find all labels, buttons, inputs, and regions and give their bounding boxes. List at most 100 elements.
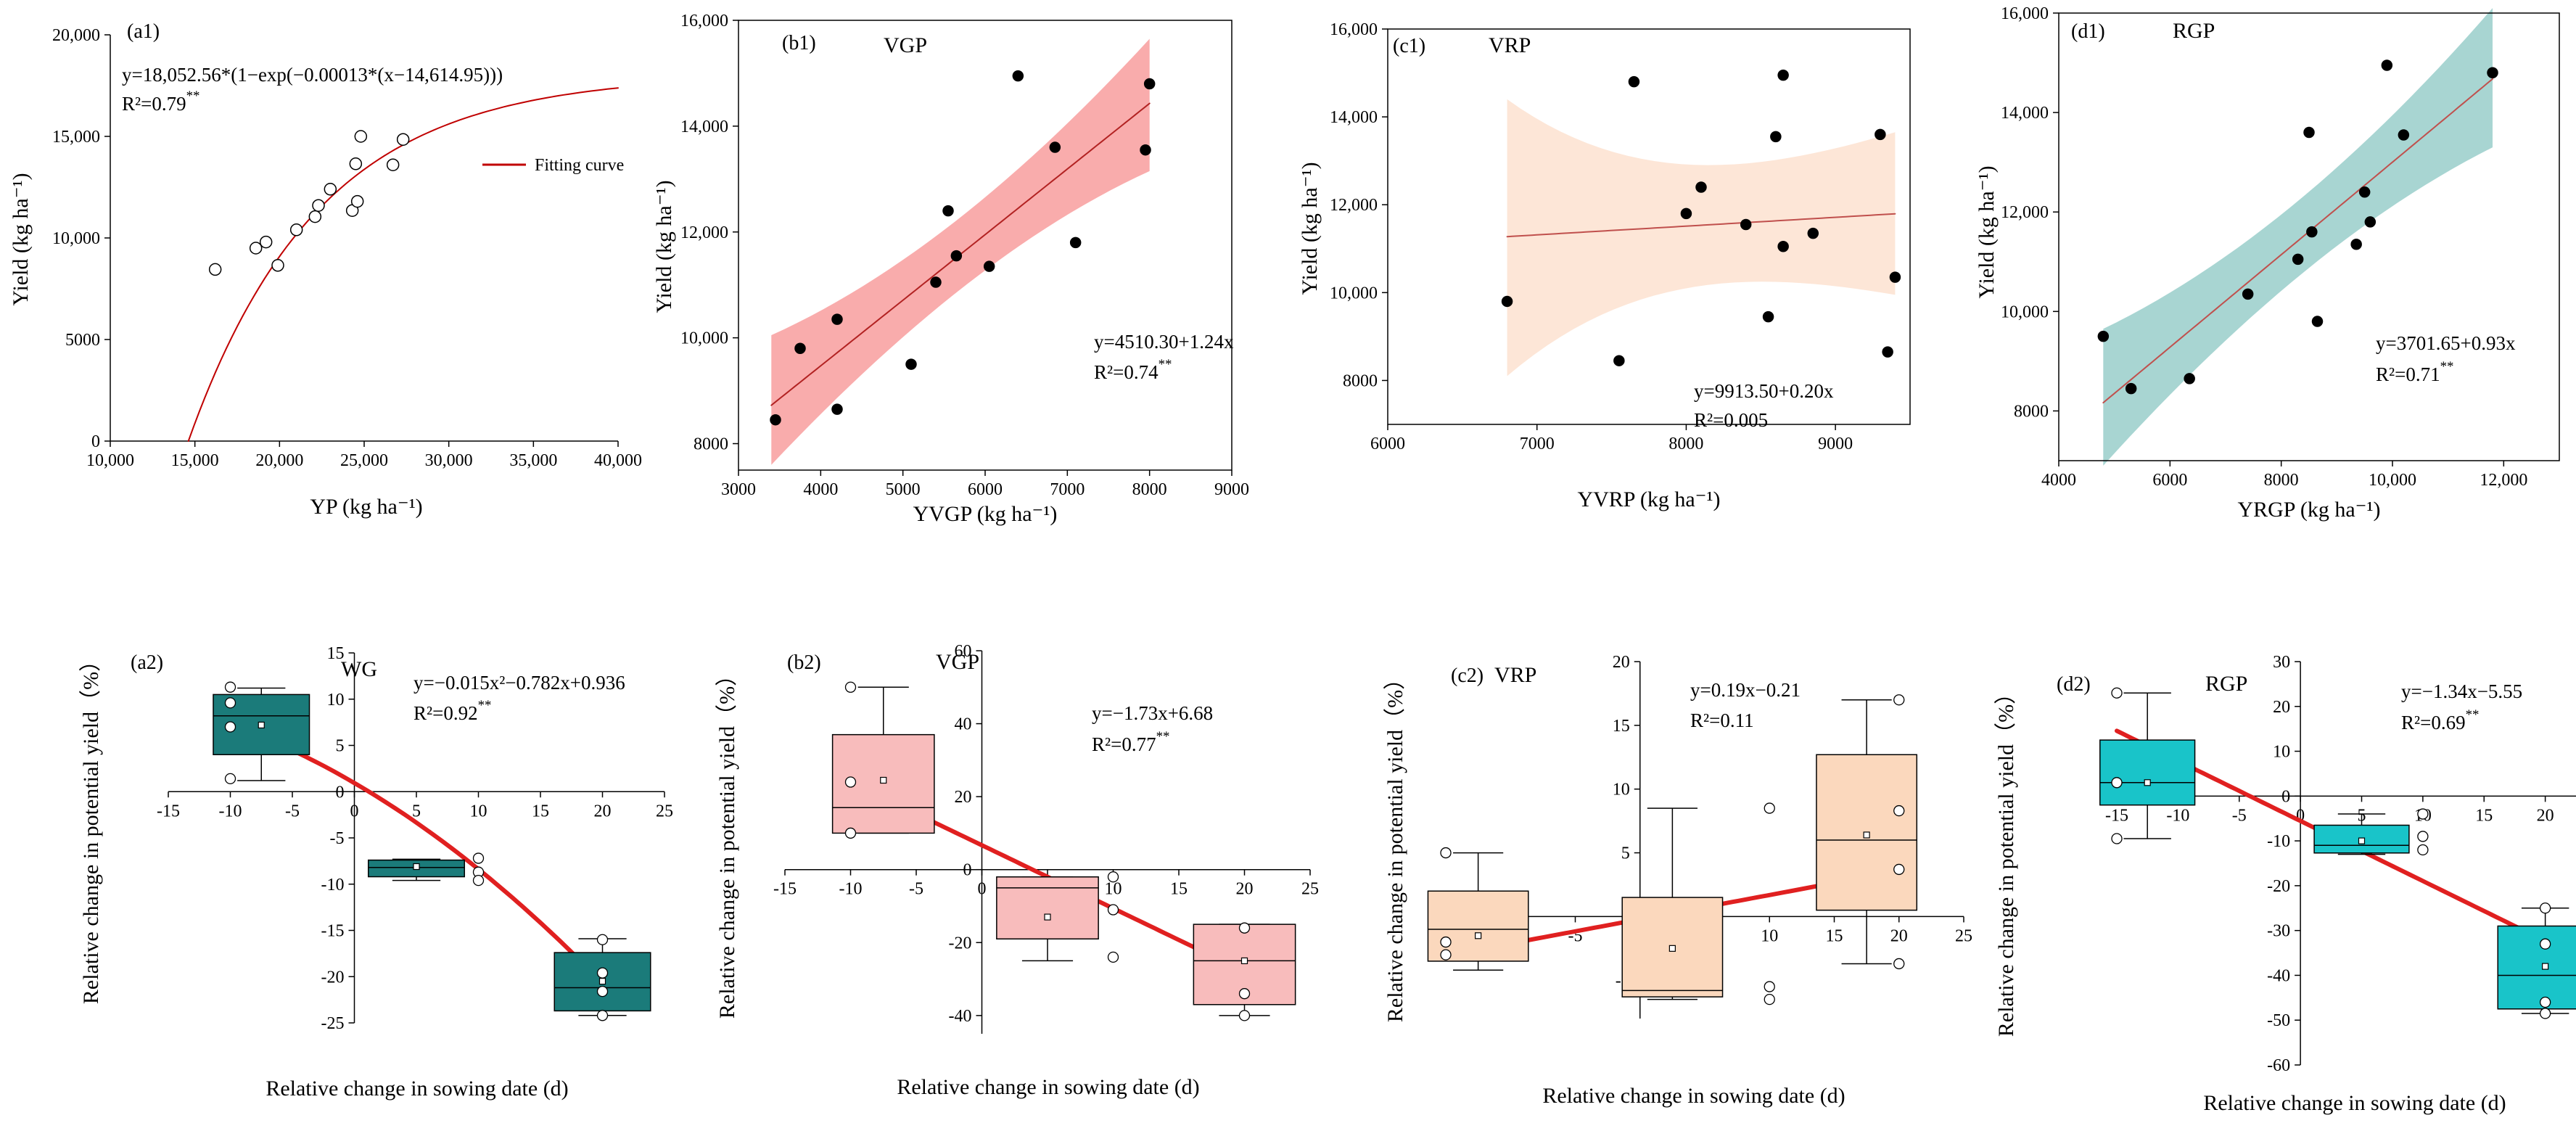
confidence-band xyxy=(1507,99,1896,377)
y-axis-label: Yield (kg ha⁻¹) xyxy=(652,180,676,313)
data-point xyxy=(2487,67,2498,79)
x-tick-label: 15 xyxy=(2475,806,2493,825)
panel-title: RGP xyxy=(2173,19,2215,43)
panel-label: (c2) xyxy=(1451,665,1484,687)
data-point xyxy=(224,681,236,693)
data-point xyxy=(2539,996,2551,1008)
data-point xyxy=(1893,958,1905,970)
data-point xyxy=(831,313,843,325)
x-axis-label: Relative change in sowing date (d) xyxy=(1542,1084,1845,1108)
y-axis-label: Yield (kg ha⁻¹) xyxy=(1975,165,1999,298)
mean-marker xyxy=(1044,913,1051,921)
y-tick-label: -30 xyxy=(2267,922,2290,941)
mean-marker xyxy=(2542,963,2549,970)
x-tick-label: 25 xyxy=(656,802,673,820)
x-tick-label: 7000 xyxy=(1520,435,1555,453)
box-group xyxy=(831,686,935,834)
x-tick-label: -10 xyxy=(839,880,863,899)
y-axis-label: Relative change in potential yield（%） xyxy=(1383,668,1407,1022)
data-point xyxy=(844,681,857,693)
data-point xyxy=(1889,271,1901,283)
y-tick-label: 10 xyxy=(1613,781,1630,799)
y-tick-label: -50 xyxy=(2267,1011,2290,1030)
y-tick-label: 15 xyxy=(327,644,345,663)
panel-a1: 10,000 15,000 20,000 25,000 30,000 35,000 40,0… xyxy=(9,20,642,519)
box xyxy=(2497,925,2576,1010)
y-tick-label: 10,000 xyxy=(1330,284,1378,303)
x-tick-label: 30,000 xyxy=(425,451,473,470)
plot-frame xyxy=(2058,12,2560,461)
y-tick-label: 5 xyxy=(1621,844,1630,863)
mean-marker xyxy=(1475,932,1482,939)
mean-marker xyxy=(1240,957,1248,965)
data-point xyxy=(1764,802,1775,814)
x-tick-label: 10,000 xyxy=(2369,471,2416,490)
x-tick-label: -15 xyxy=(157,802,180,820)
data-point xyxy=(2417,808,2429,820)
data-point xyxy=(472,875,485,887)
y-tick-label: 16,000 xyxy=(680,12,728,30)
panel-label: (c1) xyxy=(1393,35,1425,57)
data-point xyxy=(2398,129,2410,141)
legend-label: Fitting curve xyxy=(535,156,624,175)
data-point xyxy=(2358,186,2371,198)
fit-equation: y=4510.30+1.24x xyxy=(1094,331,1234,353)
data-point xyxy=(2350,239,2362,250)
y-tick-label: 0 xyxy=(336,783,345,802)
data-point xyxy=(844,776,857,788)
box-group xyxy=(367,858,466,881)
x-tick-label: 5000 xyxy=(886,480,921,499)
panel-c2: -15-10-50510152025-505101520(c2)VRPy=0.1… xyxy=(1383,653,1972,1108)
data-point xyxy=(2111,833,2123,844)
x-tick-label: 25 xyxy=(1301,880,1319,899)
r-squared: R²=0.69** xyxy=(2401,707,2479,733)
x-tick-label: -15 xyxy=(773,880,797,899)
data-point xyxy=(942,205,954,217)
data-point xyxy=(2111,777,2123,789)
data-point xyxy=(1107,951,1119,963)
x-tick-label: 15 xyxy=(532,802,549,820)
y-tick-label: 20 xyxy=(955,788,972,807)
data-point xyxy=(596,986,609,997)
panel-label: (b2) xyxy=(787,651,821,674)
data-point xyxy=(1440,949,1452,960)
data-point xyxy=(1238,988,1251,1000)
plot-frame xyxy=(1387,28,1911,425)
data-point xyxy=(770,414,781,426)
y-tick-label: 20,000 xyxy=(52,26,100,45)
data-point xyxy=(1695,181,1707,193)
y-tick-label: 16,000 xyxy=(1330,20,1378,39)
data-point xyxy=(950,250,963,262)
data-point xyxy=(271,259,284,272)
mean-marker xyxy=(880,776,887,784)
data-point xyxy=(983,260,995,272)
axes: -15 -10 -5 0 5 10 15 20 25 -25 -20 -15 -10 -5 0 5 10 15 xyxy=(157,644,673,1033)
axes: 6000 7000 8000 9000 8000 10,000 12,000 14,000 16… xyxy=(1330,20,1911,453)
y-tick-label: 10 xyxy=(327,691,345,709)
y-axis-label: Yield (kg ha⁻¹) xyxy=(9,173,33,305)
fit-line xyxy=(228,722,605,986)
data-point xyxy=(1440,847,1452,859)
x-tick-label: 40,000 xyxy=(594,451,642,470)
y-tick-label: 14,000 xyxy=(1330,108,1378,127)
data-point xyxy=(1049,141,1061,153)
panel-label: (d1) xyxy=(2071,20,2105,43)
data-point xyxy=(1777,241,1789,252)
y-tick-label: 0 xyxy=(91,432,100,451)
y-tick-label: 12,000 xyxy=(2001,203,2049,222)
data-point xyxy=(2242,288,2254,300)
data-point xyxy=(596,967,609,979)
data-point xyxy=(1107,871,1119,883)
data-point xyxy=(1893,805,1905,817)
data-point xyxy=(349,157,363,170)
mean-marker xyxy=(413,863,420,871)
data-point xyxy=(472,852,485,864)
y-tick-label: -25 xyxy=(321,1014,345,1033)
data-point xyxy=(1069,236,1082,249)
x-tick-label: 10,000 xyxy=(86,451,134,470)
x-tick-label: -5 xyxy=(909,880,923,899)
y-tick-label: 14,000 xyxy=(680,118,728,136)
mean-marker xyxy=(1863,831,1870,839)
x-axis-label: YP (kg ha⁻¹) xyxy=(310,495,422,519)
y-axis-label: Relative change in potential yield（%） xyxy=(1994,683,2018,1037)
